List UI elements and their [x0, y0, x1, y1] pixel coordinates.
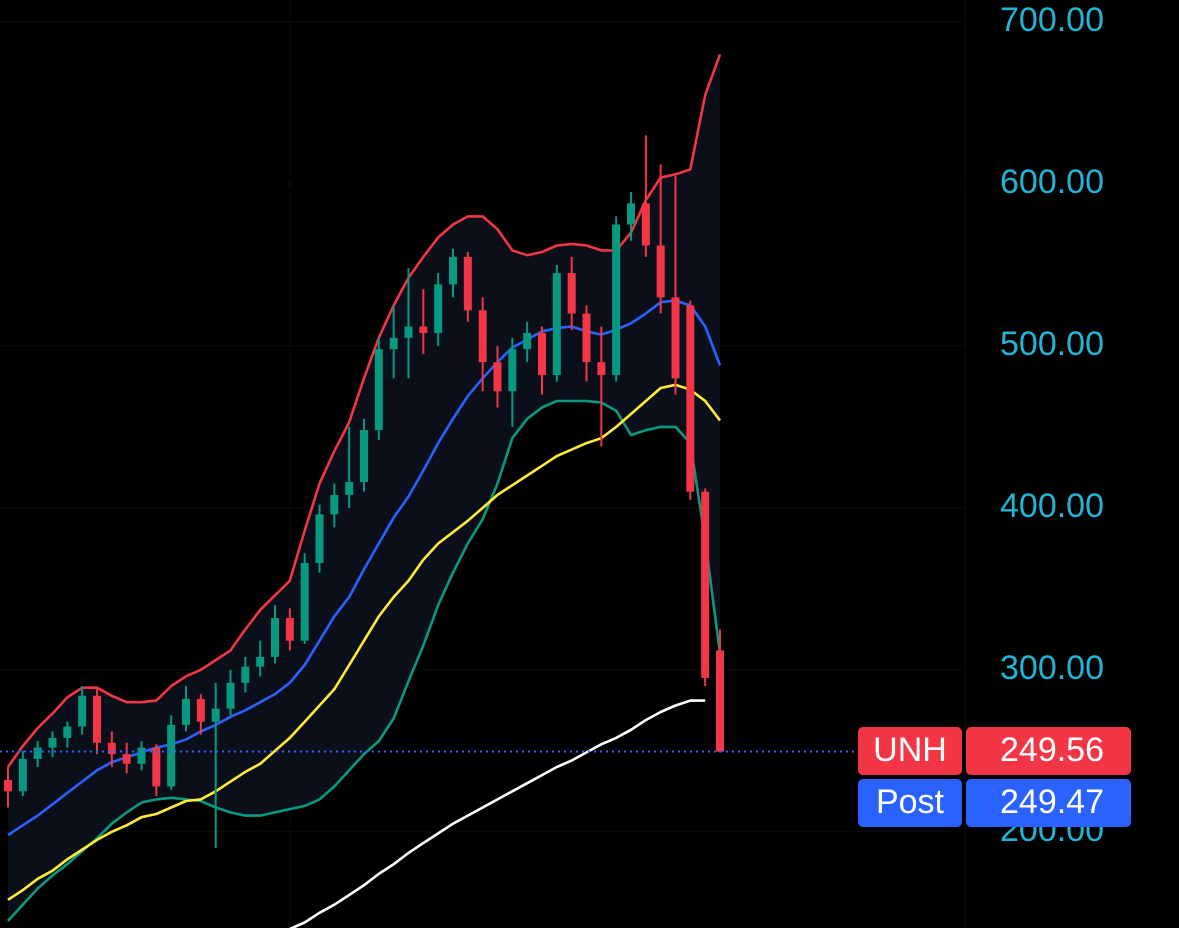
price-tag-value: 249.56	[1000, 731, 1104, 769]
candle-body	[612, 224, 621, 376]
candle-body	[211, 708, 220, 722]
candle-body	[538, 332, 546, 376]
candle-body	[374, 349, 383, 431]
y-tick-label: 600.00	[1000, 163, 1104, 201]
candle-body	[360, 430, 368, 482]
candle-body	[4, 779, 12, 792]
candle-body	[93, 695, 101, 743]
y-tick-label: 400.00	[1000, 487, 1104, 525]
candle-body	[701, 491, 710, 678]
candle-body	[63, 726, 72, 738]
y-tick-label: 500.00	[1000, 325, 1104, 363]
price-tag-value-box	[966, 727, 1131, 775]
candle-body	[271, 618, 279, 657]
candle-body	[137, 747, 146, 764]
candle-body	[419, 326, 428, 333]
candle-body	[241, 666, 250, 683]
candle-body	[463, 256, 472, 311]
candle-body	[523, 332, 532, 350]
indicator-line	[6, 53, 722, 768]
candle-body	[107, 742, 116, 755]
indicator-line	[289, 699, 706, 928]
candle-body	[449, 256, 457, 285]
candle-body	[152, 747, 161, 787]
candle-body	[627, 203, 635, 225]
candle-body	[597, 362, 606, 376]
candle-body	[404, 326, 413, 338]
candle-body	[285, 618, 294, 641]
price-tag-name-box	[858, 727, 962, 775]
y-tick-label: 700.00	[1000, 1, 1104, 39]
candle-body	[226, 682, 235, 709]
candle-body	[552, 273, 561, 376]
price-tag-value-box	[966, 779, 1131, 827]
candle-body	[182, 698, 190, 725]
candle-body	[389, 337, 398, 350]
candle-body	[48, 737, 57, 748]
candle-body	[656, 245, 665, 298]
candle-body	[508, 349, 517, 392]
candle-body	[478, 310, 487, 363]
price-tag-name-box	[858, 779, 962, 827]
price-tag-value: 249.47	[1000, 783, 1104, 821]
candle-body	[330, 494, 339, 515]
candle-body	[256, 656, 265, 667]
candle-body	[300, 562, 309, 641]
price-tag-name: Post	[876, 783, 945, 821]
candle-body	[33, 747, 42, 759]
candle-body	[315, 514, 324, 563]
candle-body	[18, 758, 27, 792]
price-labels: UNH 249.56 Post 249.47	[858, 727, 1131, 827]
candle-body	[434, 284, 443, 333]
candle-body	[686, 305, 695, 492]
candle-body	[493, 362, 502, 392]
y-tick-label: 300.00	[1000, 649, 1104, 687]
candle-body	[567, 273, 576, 314]
candle-body	[582, 313, 591, 363]
plot-area	[0, 53, 858, 928]
candle-body	[345, 481, 354, 495]
candle-body	[167, 724, 176, 787]
price-tag-name: UNH	[873, 731, 947, 769]
candle-body	[671, 297, 680, 379]
candle-body	[196, 698, 205, 722]
candle-body	[641, 203, 650, 246]
candle-body	[78, 695, 87, 727]
candle-body	[122, 754, 131, 764]
candle-body	[716, 650, 724, 752]
